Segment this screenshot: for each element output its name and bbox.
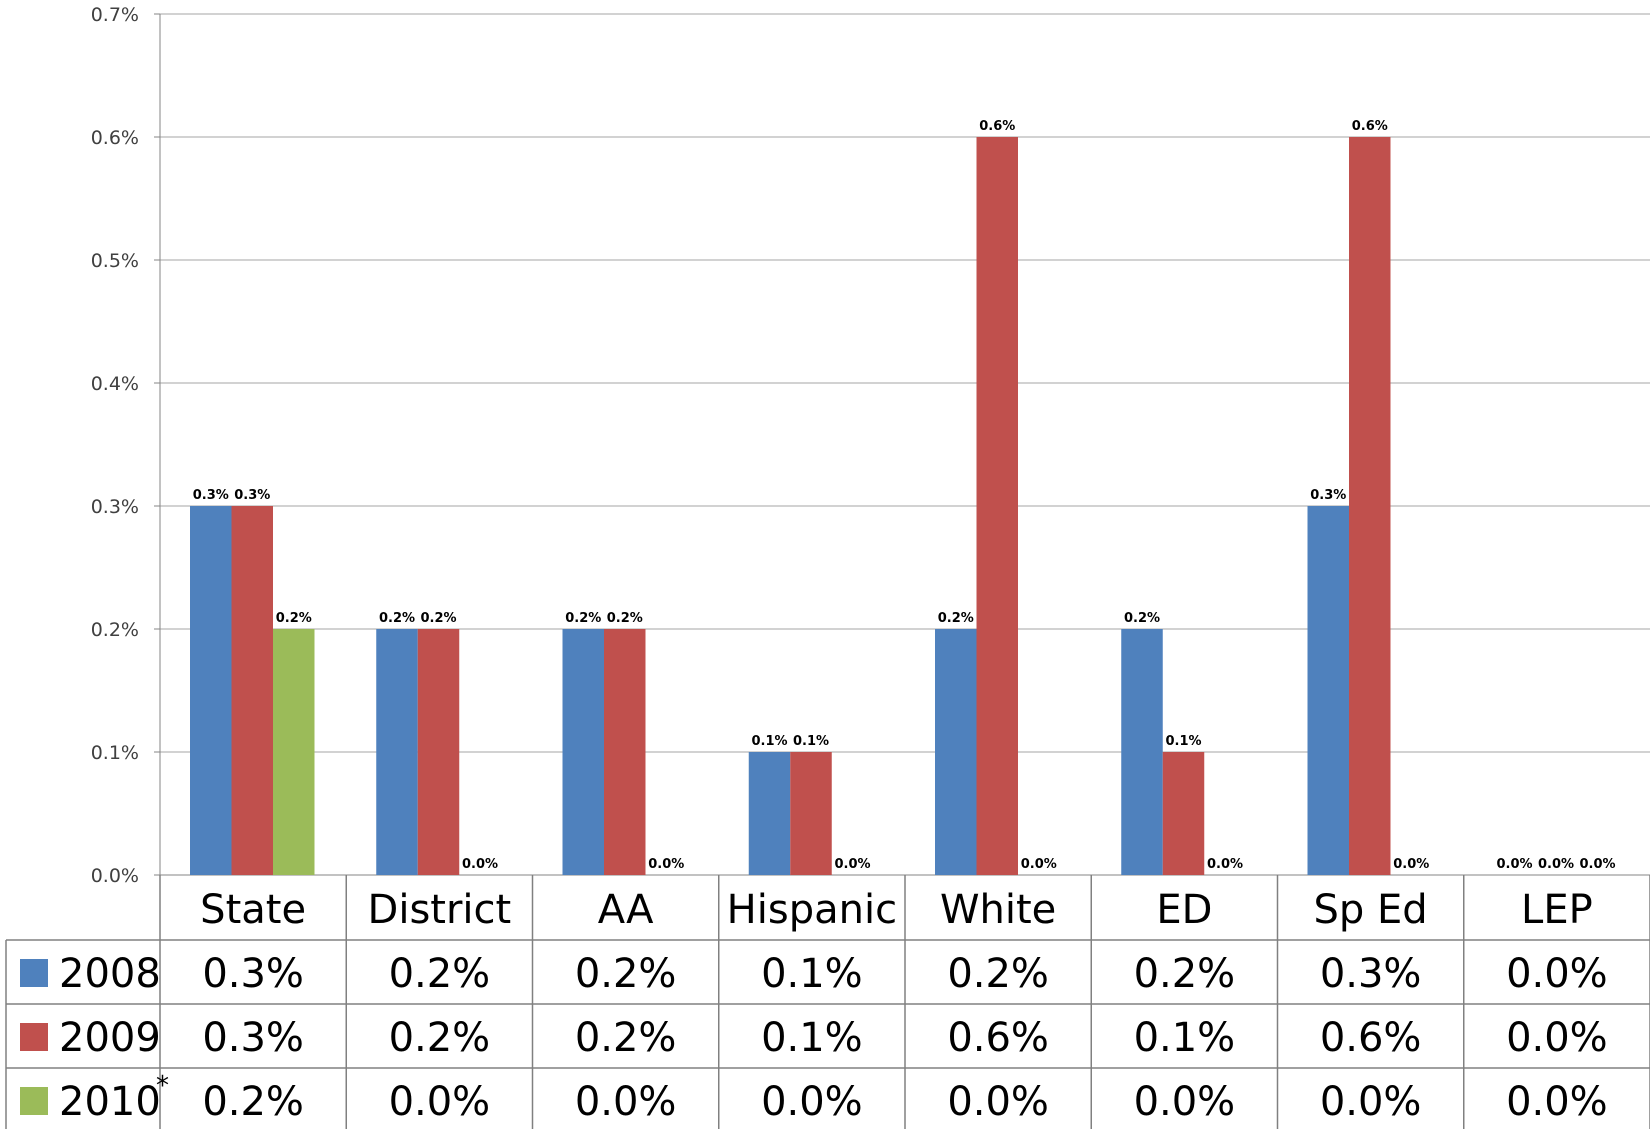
table-cell: 0.3% [202,1015,304,1061]
data-label: 0.6% [1352,119,1388,134]
bar-2010-state [273,629,315,875]
footnote-marker: * [156,1071,169,1101]
data-label: 0.0% [1579,857,1615,872]
table-cell: 0.0% [575,1079,677,1125]
data-table: State District AA Hispanic White ED Sp Ed LEP 20… [5,875,1650,1129]
category-label-hispanic: Hispanic [727,887,897,933]
legend-swatch-2008 [20,959,48,987]
table-cell: 0.0% [1506,951,1608,997]
data-label: 0.0% [1207,857,1243,872]
table-cell: 0.0% [1506,1015,1608,1061]
table-cell: 0.1% [761,1015,863,1061]
table-cell: 0.0% [1320,1079,1422,1125]
category-label-white: White [940,887,1056,933]
data-label: 0.0% [1496,857,1532,872]
bar-2009-hispanic [790,752,832,875]
data-label: 0.3% [1310,488,1346,503]
y-tick-label: 0.5% [91,250,139,272]
table-cell: 0.1% [761,951,863,997]
y-tick-label: 0.1% [91,742,139,764]
data-label: 0.2% [1124,611,1160,626]
bar-2009-ed [1162,752,1205,875]
data-label: 0.2% [276,611,312,626]
data-label: 0.1% [1165,734,1201,749]
bar-2008-aa [562,629,604,875]
bar-2009-white [976,137,1018,875]
table-cell: 0.0% [947,1079,1049,1125]
table-cell: 0.0% [389,1079,491,1125]
bar-2008-district [376,629,418,875]
table-cell: 0.2% [575,951,677,997]
bar-2008-state [190,506,232,875]
category-label-lep: LEP [1521,887,1593,933]
bar-2008-hispanic [748,752,791,875]
data-label: 0.1% [751,734,787,749]
data-label: 0.2% [938,611,974,626]
table-cell: 0.1% [1134,1015,1236,1061]
legend-swatch-2010 [20,1087,48,1115]
data-label: 0.0% [1393,857,1429,872]
bar-2008-ed [1121,629,1163,875]
data-labels: 0.3% 0.3% 0.2% 0.2% 0.2% 0.0% 0.2% 0.2% 0.0% 0.1%… [193,119,1616,872]
category-label-state: State [200,887,306,933]
data-label: 0.2% [420,611,456,626]
series-name: 2009 [59,1015,161,1061]
y-tick-label: 0.2% [91,619,139,641]
bar-2008-white [935,629,977,875]
data-label: 0.0% [1538,857,1574,872]
table-cell: 0.0% [1134,1079,1236,1125]
y-tick-label: 0.7% [91,4,139,26]
y-tick-label: 0.0% [91,865,139,887]
category-label-ed: ED [1156,887,1212,933]
y-tick-label: 0.6% [91,127,139,149]
table-cell: 0.2% [389,951,491,997]
category-label-district: District [368,887,512,933]
data-label: 0.6% [979,119,1015,134]
data-label: 0.0% [1021,857,1057,872]
table-cell: 0.0% [1506,1079,1608,1125]
category-label-aa: AA [598,887,654,933]
table-cell: 0.2% [202,1079,304,1125]
bar-2008-sp-ed [1307,506,1349,875]
table-cell: 0.3% [1320,951,1422,997]
data-label: 0.0% [834,857,870,872]
table-cell: 0.2% [389,1015,491,1061]
y-tick-label: 0.4% [91,373,139,395]
legend-swatch-2009 [20,1023,48,1051]
y-axis-ticks: 0.0% 0.1% 0.2% 0.3% 0.4% 0.5% 0.6% 0.7% [91,4,139,887]
data-label: 0.3% [193,488,229,503]
bars [190,137,1391,875]
data-label: 0.1% [793,734,829,749]
table-cell: 0.6% [1320,1015,1422,1061]
table-cell: 0.2% [1134,951,1236,997]
data-label: 0.0% [462,857,498,872]
bar-2009-aa [604,629,646,875]
data-label: 0.3% [234,488,270,503]
table-cell: 0.3% [202,951,304,997]
table-cell: 0.6% [947,1015,1049,1061]
table-cell: 0.2% [947,951,1049,997]
series-name: 2008 [59,951,161,997]
category-label-sp-ed: Sp Ed [1314,887,1428,933]
y-tick-label: 0.3% [91,496,139,518]
data-label: 0.2% [565,611,601,626]
data-label: 0.2% [379,611,415,626]
bar-2009-sp-ed [1349,137,1391,875]
table-cell: 0.2% [575,1015,677,1061]
bar-2009-state [231,506,273,875]
data-label: 0.0% [648,857,684,872]
data-label: 0.2% [607,611,643,626]
table-cell: 0.0% [761,1079,863,1125]
bar-2009-district [417,629,460,875]
series-name: 2010 [59,1079,161,1125]
